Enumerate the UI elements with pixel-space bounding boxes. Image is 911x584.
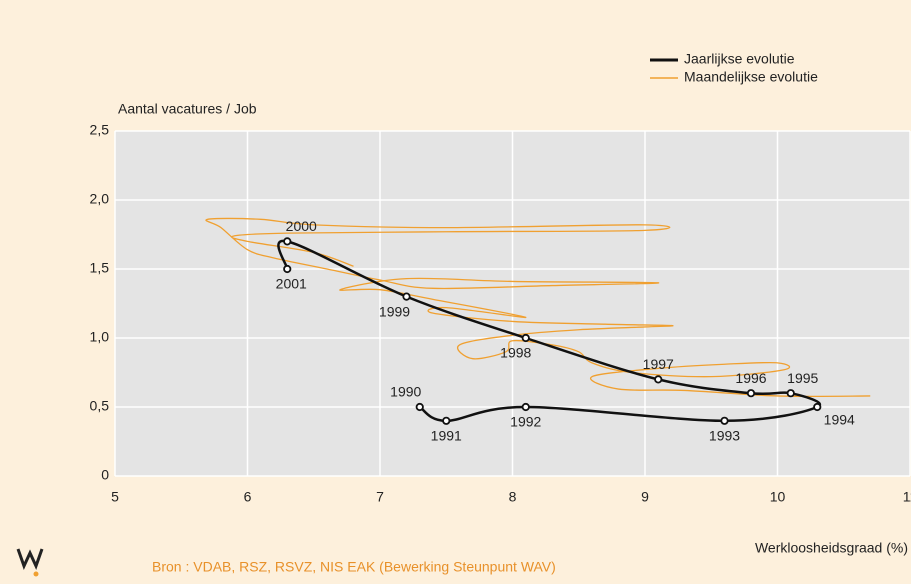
year-label: 1991: [431, 428, 462, 444]
year-label: 1990: [390, 384, 421, 400]
logo: [16, 548, 44, 570]
logo-dot: [33, 571, 39, 577]
x-axis-label: Werkloosheidsgraad (%): [755, 540, 908, 556]
year-point: [786, 389, 795, 398]
year-point: [746, 389, 756, 398]
year-point: [720, 416, 729, 425]
year-point: [283, 237, 292, 246]
year-label: 1999: [379, 303, 410, 319]
x-tick-label: 5: [111, 489, 119, 505]
year-label: 1995: [787, 370, 818, 386]
x-tick-label: 8: [509, 489, 517, 505]
year-point: [402, 292, 411, 301]
legend-label: Maandelijkse evolutie: [684, 69, 818, 85]
year-label: 1993: [709, 428, 740, 444]
series-line: [205, 217, 871, 398]
y-tick-label: 2,0: [90, 191, 110, 207]
x-tick-label: 6: [244, 489, 252, 505]
year-label: 2000: [286, 218, 317, 234]
y-tick-label: 0,5: [90, 398, 110, 414]
x-tick-label: 7: [376, 489, 384, 505]
x-tick-label: 11: [903, 489, 911, 505]
year-point: [283, 264, 292, 274]
year-label: 1998: [500, 345, 531, 361]
y-tick-label: 1,5: [90, 260, 110, 276]
year-point: [521, 402, 530, 412]
year-label: 1996: [735, 370, 766, 386]
source: Bron : VDAB, RSZ, RSVZ, NIS EAK (Bewerki…: [152, 559, 556, 575]
year-point: [654, 375, 663, 384]
y-tick-label: 0: [101, 467, 109, 483]
year-point: [813, 402, 822, 412]
year-point: [442, 416, 451, 425]
year-label: 1992: [510, 414, 541, 430]
year-point: [521, 333, 530, 343]
y-tick-label: 2,5: [90, 122, 110, 138]
legend-label: Jaarlijkse evolutie: [684, 51, 795, 67]
year-label: 1994: [824, 412, 855, 428]
x-tick-label: 9: [641, 489, 649, 505]
year-label: 1997: [643, 356, 674, 372]
x-tick-label: 10: [770, 489, 786, 505]
year-point: [415, 402, 424, 412]
y-axis-label: Aantal vacatures / Job: [118, 101, 257, 117]
y-tick-label: 1,0: [90, 329, 110, 345]
year-label: 2001: [276, 276, 307, 292]
